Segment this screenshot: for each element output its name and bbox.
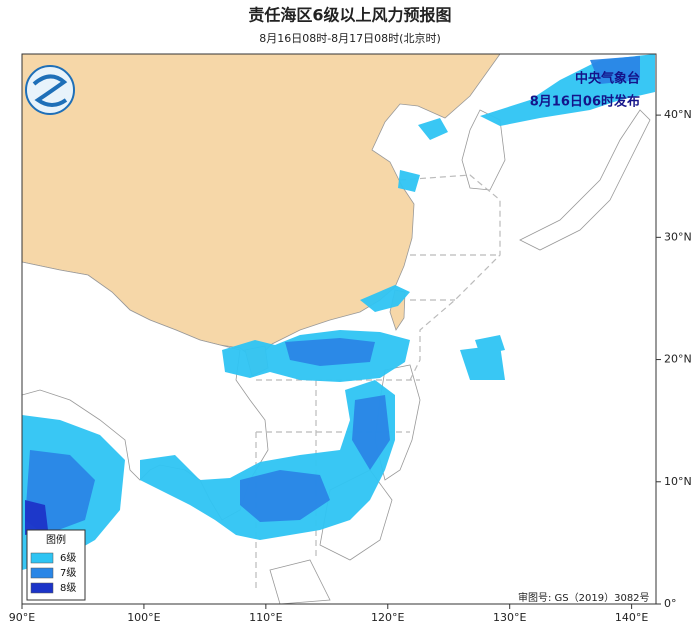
x-tick-label: 90°E xyxy=(9,611,35,624)
legend-box xyxy=(26,529,86,601)
y-tick-label: 10°N xyxy=(664,475,692,488)
map xyxy=(21,53,656,605)
publisher-name: 中央气象台 xyxy=(575,71,640,87)
legend-label: 6级 xyxy=(60,552,76,564)
y-tick-label: 40°N xyxy=(664,108,692,121)
map-frame xyxy=(21,53,657,605)
x-tick-label: 110°E xyxy=(249,611,282,624)
legend-label: 8级 xyxy=(60,582,76,594)
logo xyxy=(25,65,75,115)
x-tick-label: 130°E xyxy=(493,611,526,624)
wind-area xyxy=(398,118,505,380)
y-tick-label: 0° xyxy=(664,597,677,610)
wind-area xyxy=(285,338,375,366)
x-tick-label: 100°E xyxy=(127,611,160,624)
korea-land xyxy=(461,109,506,191)
review-number: 审图号: GS（2019）3082号 xyxy=(518,591,650,604)
wind-area xyxy=(590,56,640,84)
y-tick-label: 30°N xyxy=(664,230,692,243)
legend-swatch xyxy=(30,582,54,594)
wind-area xyxy=(352,395,390,470)
title: 责任海区6级以上风力预报图 xyxy=(248,6,451,25)
japan-land xyxy=(519,109,651,251)
wind-area xyxy=(360,285,410,312)
legend-swatch xyxy=(30,552,54,564)
x-tick-label: 120°E xyxy=(371,611,404,624)
y-tick-label: 20°N xyxy=(664,353,692,366)
legend-title: 图例 xyxy=(46,533,66,546)
subtitle: 8月16日08时-8月17日08时(北京时) xyxy=(259,31,441,45)
legend-swatch xyxy=(30,567,54,579)
wind-area xyxy=(240,470,330,522)
x-tick-label: 140°E xyxy=(615,611,648,624)
wind-area xyxy=(140,380,395,540)
publish-time: 8月16日06时发布 xyxy=(530,94,640,110)
wind-area xyxy=(25,500,48,535)
legend-label: 7级 xyxy=(60,567,76,579)
